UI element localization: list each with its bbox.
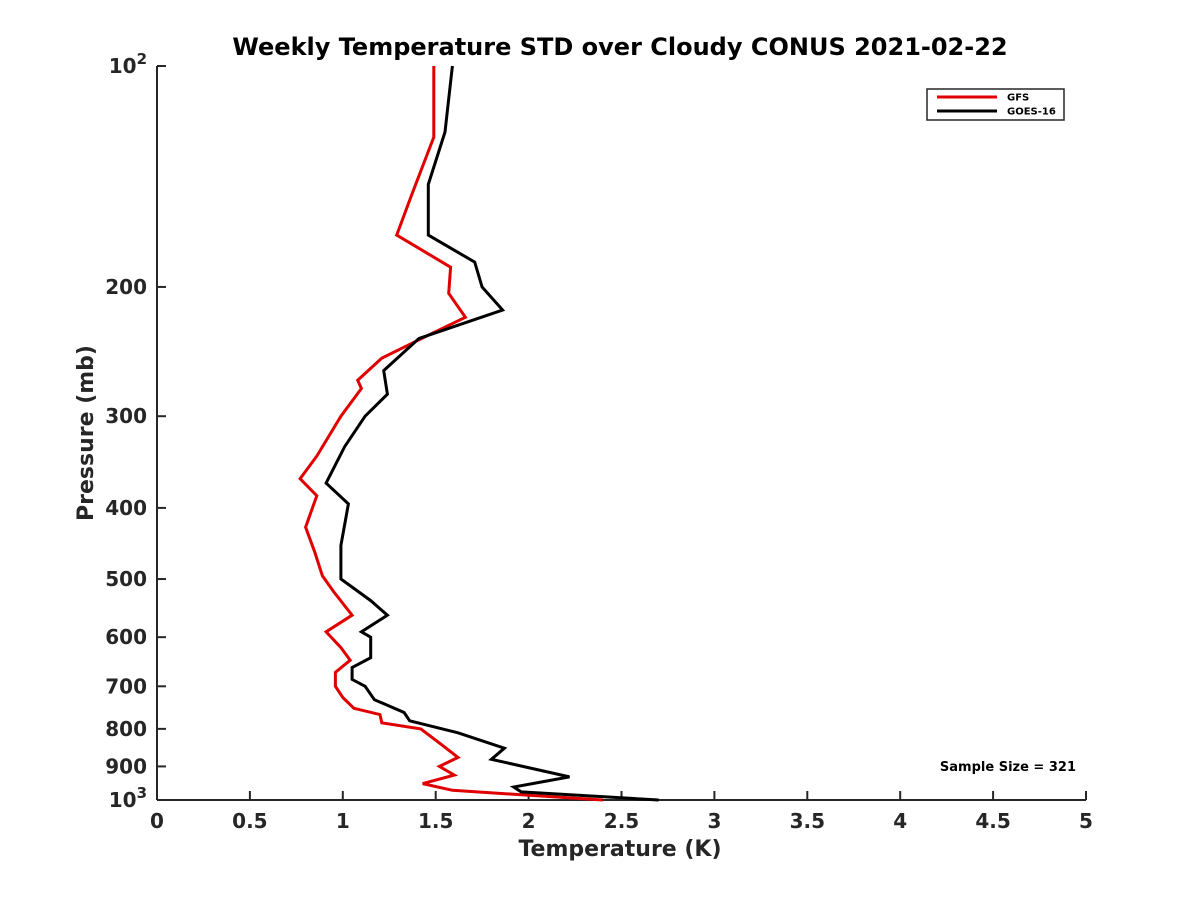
x-tick-label: 0.5 <box>232 809 267 833</box>
y-tick-label: 900 <box>105 754 147 778</box>
y-tick-label: 200 <box>105 275 147 299</box>
x-tick-label: 1.5 <box>418 809 453 833</box>
y-tick-label: 700 <box>105 674 147 698</box>
series-line-gfs <box>298 66 603 802</box>
x-tick-label: 4 <box>893 809 907 833</box>
x-tick-label: 3 <box>707 809 721 833</box>
y-tick-label: 300 <box>105 404 147 428</box>
legend-label: GFS <box>1007 93 1029 104</box>
y-tick-label: 103 <box>109 784 147 812</box>
x-tick-label: 0 <box>150 809 164 833</box>
y-tick-label: 800 <box>105 717 147 741</box>
x-axis-title: Temperature (K) <box>518 837 721 862</box>
legend-box <box>926 88 1065 121</box>
legend: GFS GOES-16 <box>926 88 1065 121</box>
x-tick-label: 1 <box>336 809 350 833</box>
chart-title: Weekly Temperature STD over Cloudy CONUS… <box>232 33 1007 61</box>
y-tick-label: 400 <box>105 496 147 520</box>
legend-label: GOES-16 <box>1007 107 1056 118</box>
series-line-goes-16 <box>324 65 659 802</box>
sample-size-annotation: Sample Size = 321 <box>940 760 1076 775</box>
y-tick-label: 102 <box>109 50 147 78</box>
y-tick-label: 600 <box>105 625 147 649</box>
x-tick-label: 4.5 <box>975 809 1010 833</box>
x-tick-label: 3.5 <box>790 809 825 833</box>
y-tick-label: 500 <box>105 567 147 591</box>
x-tick-label: 2.5 <box>604 809 639 833</box>
x-tick-label: 5 <box>1079 809 1093 833</box>
y-axis-title: Pressure (mb) <box>74 345 99 521</box>
x-tick-label: 2 <box>522 809 536 833</box>
